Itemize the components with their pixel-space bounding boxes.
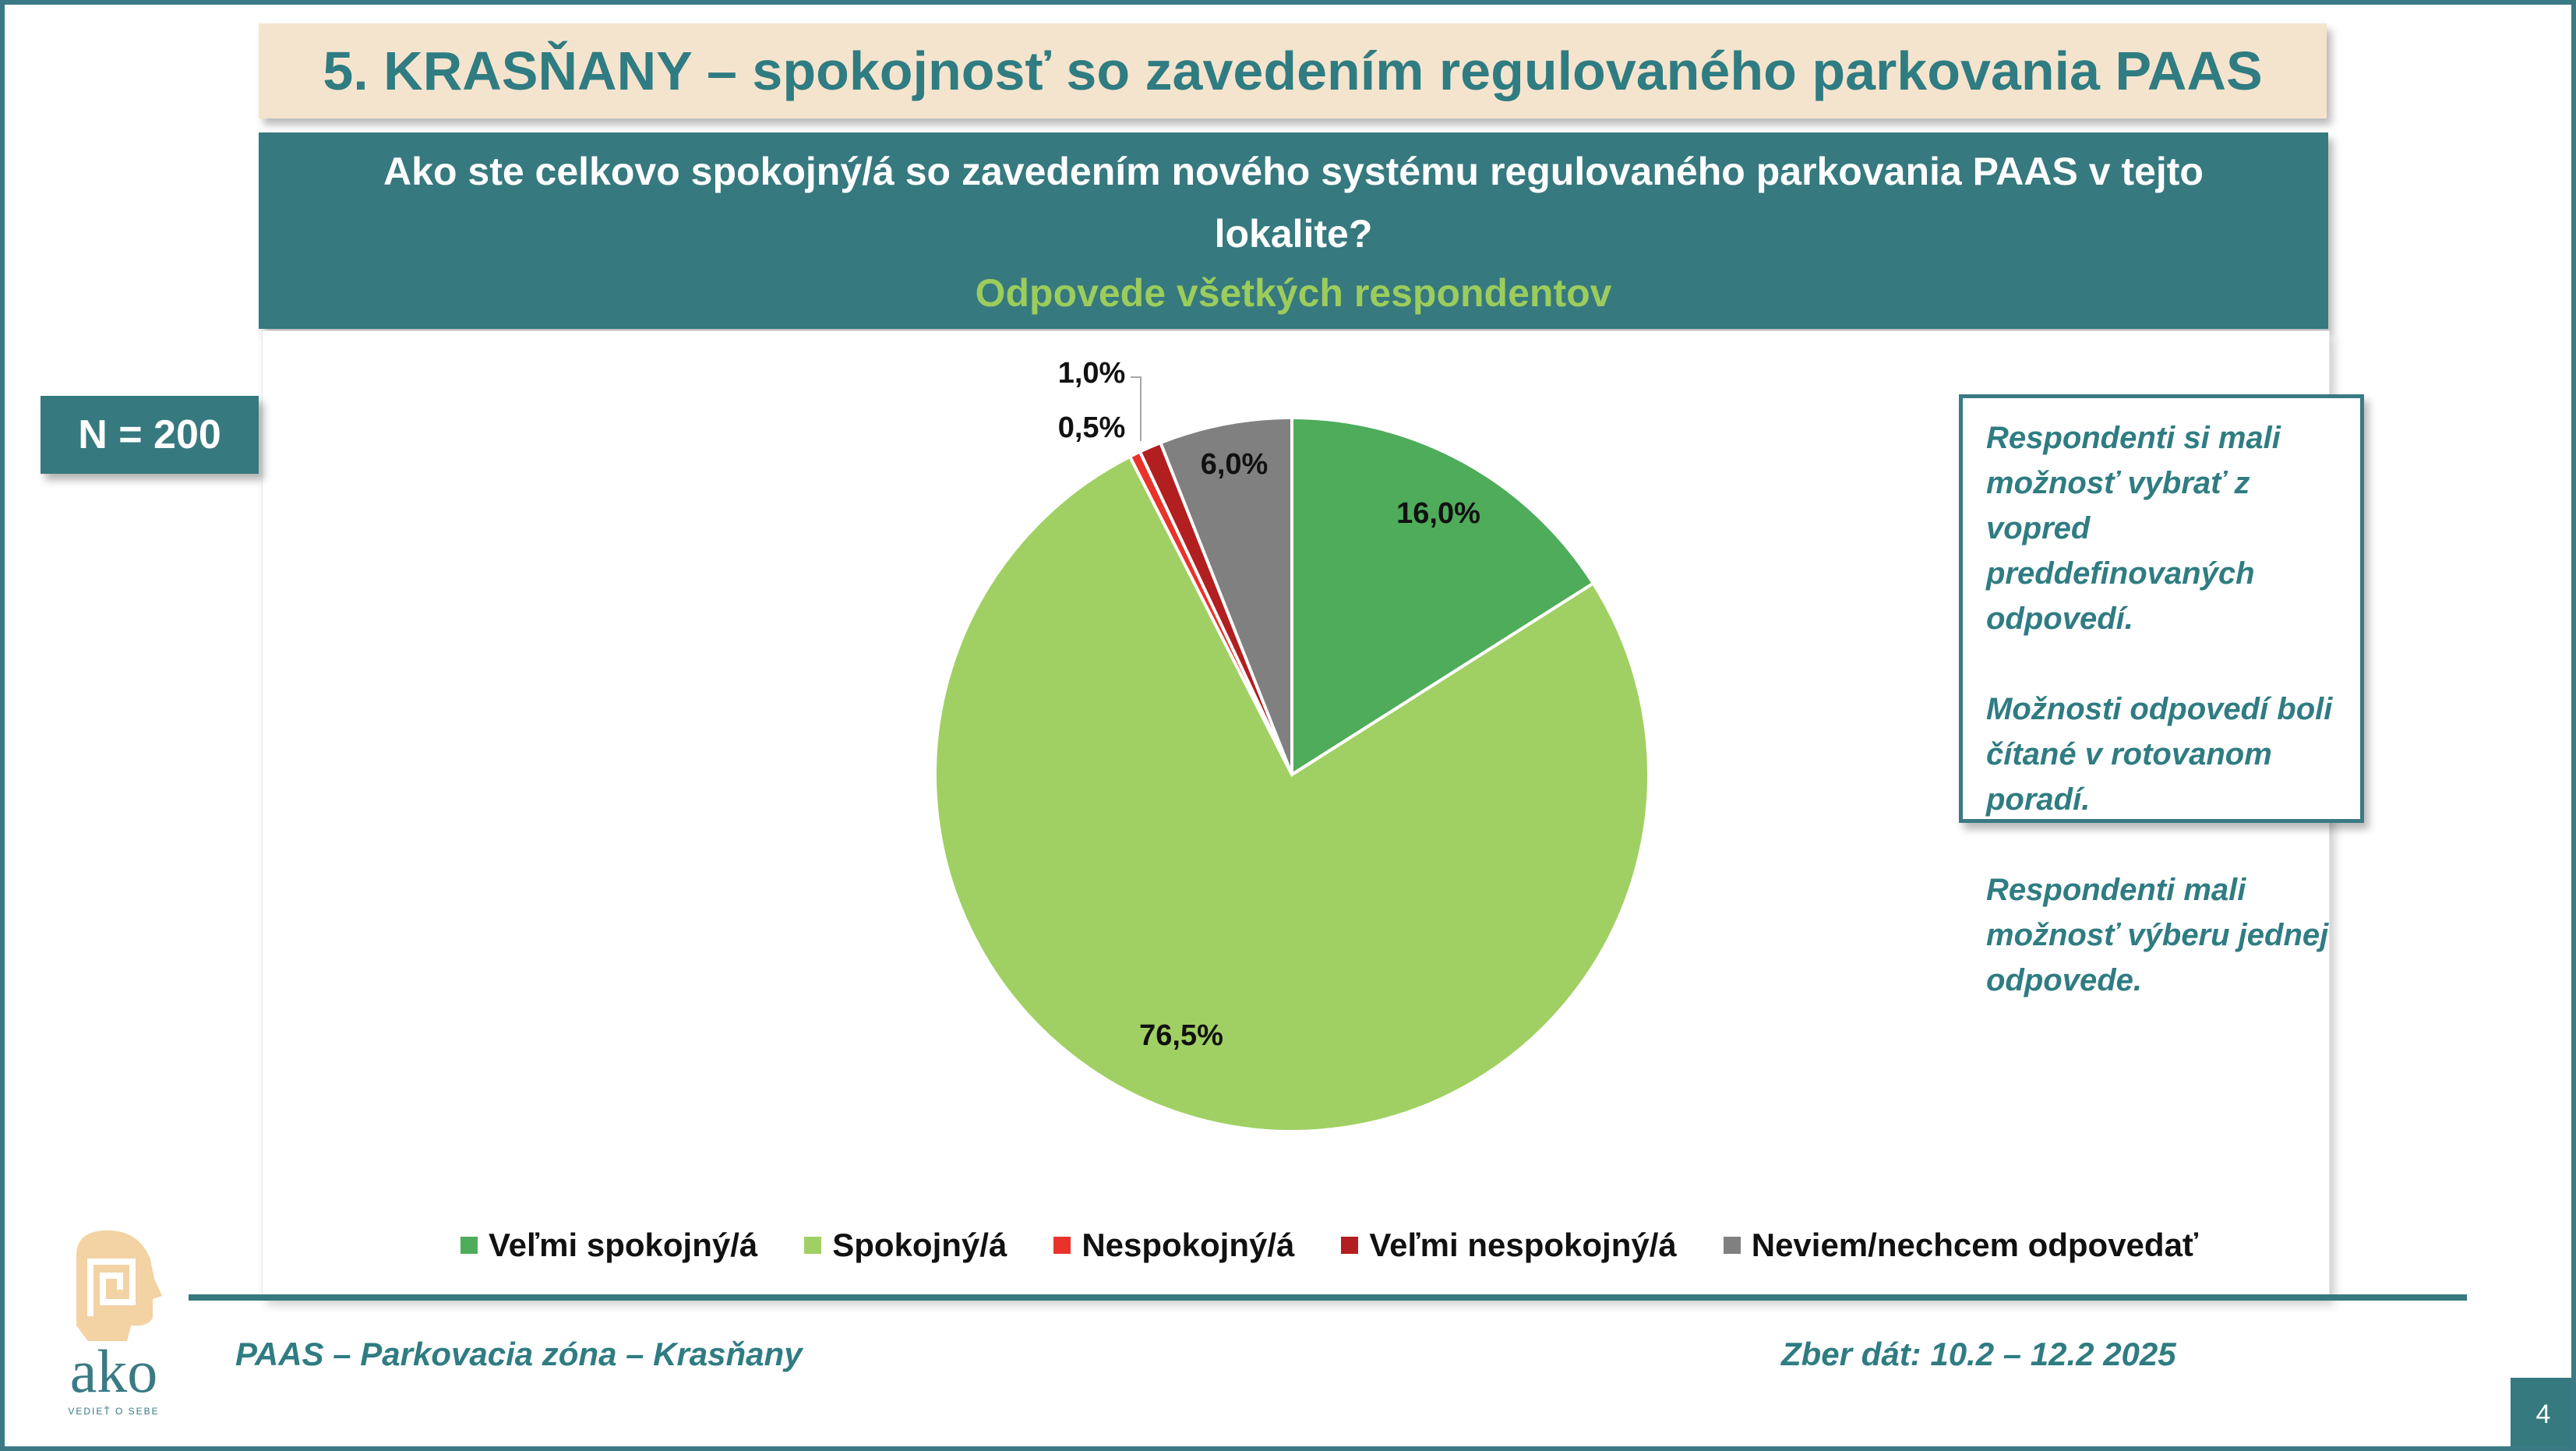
pie-labels: 16,0% 76,5% 0,5% 1,0% 6,0% bbox=[1058, 357, 1480, 1052]
svg-text:ako: ako bbox=[70, 1337, 158, 1405]
chart-legend: Veľmi spokojný/á Spokojný/á Nespokojný/á… bbox=[394, 1227, 2264, 1264]
legend-item: Neviem/nechcem odpovedať bbox=[1723, 1227, 2199, 1264]
legend-item: Veľmi nespokojný/á bbox=[1341, 1227, 1677, 1264]
legend-swatch bbox=[460, 1237, 478, 1254]
question-banner: Ako ste celkovo spokojný/á so zavedením … bbox=[259, 132, 2328, 329]
legend-item: Spokojný/á bbox=[804, 1227, 1007, 1264]
legend-swatch bbox=[1723, 1237, 1741, 1254]
pie-slice bbox=[933, 454, 1650, 1133]
data-label: 76,5% bbox=[1139, 1019, 1223, 1052]
legend-item: Veľmi spokojný/á bbox=[460, 1227, 758, 1264]
pie-slices bbox=[933, 415, 1650, 1133]
svg-text:VEDIEŤ O SEBE: VEDIEŤ O SEBE bbox=[68, 1405, 159, 1417]
legend-item: Nespokojný/á bbox=[1053, 1227, 1294, 1264]
note-paragraph: Respondenti si mali možnosť vybrať z vop… bbox=[1986, 421, 2281, 636]
question-text: Ako ste celkovo spokojný/á so zavedením … bbox=[383, 150, 2204, 256]
note-paragraph: Respondenti mali možnosť výberu jednej o… bbox=[1986, 873, 2329, 997]
data-label: 1,0% bbox=[1058, 357, 1126, 390]
page-title: 5. KRASŇANY – spokojnosť so zavedením re… bbox=[323, 41, 2263, 101]
logo-head-icon bbox=[76, 1230, 162, 1341]
data-label: 0,5% bbox=[1058, 411, 1126, 444]
sample-size-badge: N = 200 bbox=[41, 396, 259, 474]
question-subtitle: Odpovede všetkých respondentov bbox=[975, 271, 1612, 315]
pie-chart: 16,0% 76,5% 0,5% 1,0% 6,0% bbox=[933, 357, 1650, 1133]
note-paragraph: Možnosti odpovedí boli čítané v rotovano… bbox=[1986, 692, 2333, 817]
legend-label: Veľmi spokojný/á bbox=[488, 1227, 758, 1263]
legend-swatch bbox=[804, 1237, 822, 1254]
legend-label: Spokojný/á bbox=[832, 1227, 1007, 1263]
methodology-note: Respondenti si mali možnosť vybrať z vop… bbox=[1959, 394, 2364, 997]
data-label: 6,0% bbox=[1201, 448, 1269, 481]
legend-label: Neviem/nechcem odpovedať bbox=[1751, 1227, 2199, 1263]
legend-label: Nespokojný/á bbox=[1082, 1227, 1295, 1263]
page-number-badge: 4 bbox=[2511, 1378, 2571, 1446]
legend-label: Veľmi nespokojný/á bbox=[1369, 1227, 1677, 1263]
leader-line bbox=[1131, 376, 1142, 441]
legend-swatch bbox=[1053, 1237, 1071, 1254]
footer-date: Zber dát: 10.2 – 12.2 2025 bbox=[1781, 1336, 2176, 1372]
title-banner: 5. KRASŇANY – spokojnosť so zavedením re… bbox=[259, 23, 2327, 118]
footer-divider bbox=[189, 1294, 2467, 1301]
legend-swatch bbox=[1341, 1237, 1359, 1254]
sample-size-label: N = 200 bbox=[78, 412, 221, 457]
data-label: 16,0% bbox=[1396, 497, 1480, 530]
page-number: 4 bbox=[2535, 1399, 2551, 1429]
pie-slice bbox=[1290, 415, 1596, 778]
ako-logo: ako VEDIEŤ O SEBE bbox=[68, 1230, 162, 1417]
footer-project: PAAS – Parkovacia zóna – Krasňany bbox=[235, 1336, 803, 1372]
pie-slice bbox=[1158, 415, 1293, 775]
